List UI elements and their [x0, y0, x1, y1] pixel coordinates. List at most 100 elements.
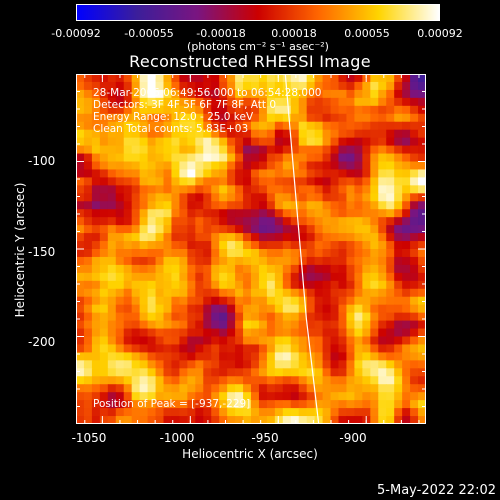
heatmap-cell	[195, 105, 204, 115]
heatmap-cell	[131, 288, 141, 298]
heatmap-cell	[99, 392, 109, 401]
heatmap-cell	[203, 352, 212, 361]
heatmap-cell	[394, 209, 403, 218]
heatmap-cell	[362, 256, 371, 266]
heatmap-cell	[107, 360, 117, 369]
heatmap-cell	[235, 368, 244, 377]
heatmap-cell	[91, 113, 101, 123]
heatmap-cell	[394, 129, 403, 139]
heatmap-cell	[139, 256, 149, 266]
heatmap-cell	[330, 312, 340, 322]
heatmap-cell	[163, 97, 173, 107]
heatmap-cell	[219, 280, 228, 290]
heatmap-cell	[386, 320, 395, 330]
heatmap-cell	[163, 217, 173, 226]
heatmap-cell	[219, 416, 228, 424]
heatmap-cell	[298, 121, 308, 131]
heatmap-cell	[330, 304, 340, 314]
heatmap-cell	[211, 249, 220, 258]
heatmap-cell	[298, 201, 308, 210]
heatmap-cell	[410, 384, 419, 393]
heatmap-cell	[115, 384, 125, 393]
heatmap-cell	[362, 272, 371, 282]
heatmap-cell	[378, 400, 387, 409]
heatmap-cell	[195, 336, 204, 346]
heatmap-cell	[115, 161, 125, 171]
heatmap-cell	[290, 416, 300, 424]
heatmap-cell	[282, 376, 292, 385]
heatmap-cell	[258, 272, 268, 282]
heatmap-cell	[338, 89, 348, 99]
heatmap-cell	[290, 296, 300, 306]
heatmap-cell	[338, 304, 348, 314]
heatmap-cell	[123, 328, 133, 338]
heatmap-cell	[354, 137, 363, 147]
heatmap-cell	[131, 169, 141, 178]
heatmap-cell	[227, 249, 236, 258]
heatmap-cell	[346, 360, 355, 369]
heatmap-cell	[362, 392, 371, 401]
heatmap-cell	[410, 105, 419, 115]
heatmap-cell	[410, 161, 419, 171]
heatmap-cell	[91, 193, 101, 202]
heatmap-cell	[346, 376, 355, 385]
heatmap-cell	[131, 360, 141, 369]
heatmap-cell	[123, 185, 133, 194]
heatmap-cell	[314, 249, 324, 258]
heatmap-cell	[115, 400, 125, 409]
heatmap-cell	[99, 312, 109, 322]
heatmap-cell	[410, 360, 419, 369]
heatmap-cell	[76, 217, 85, 226]
heatmap-cell	[139, 296, 149, 306]
x-axis-label: Heliocentric X (arcsec)	[182, 447, 318, 461]
heatmap-cell	[338, 249, 348, 258]
heatmap-cell	[163, 328, 173, 338]
heatmap-cell	[386, 400, 395, 409]
heatmap-cell	[107, 392, 117, 401]
heatmap-cell	[370, 209, 379, 218]
heatmap-cell	[235, 408, 244, 417]
heatmap-cell	[99, 153, 109, 163]
heatmap-cell	[243, 137, 252, 147]
heatmap-cell	[282, 105, 292, 115]
heatmap-cell	[99, 217, 109, 226]
heatmap-cell	[123, 225, 133, 234]
heatmap-cell	[76, 233, 85, 242]
heatmap-cell	[243, 105, 252, 115]
heatmap-cell	[211, 201, 220, 210]
heatmap-cell	[195, 121, 204, 131]
heatmap-cell	[99, 344, 109, 353]
heatmap-cell	[171, 81, 180, 91]
heatmap-cell	[131, 384, 141, 393]
heatmap-cell	[354, 153, 363, 163]
heatmap-cell	[83, 233, 93, 242]
heatmap-cell	[330, 113, 340, 123]
heatmap-cell	[115, 264, 125, 274]
heatmap-cell	[266, 217, 276, 226]
heatmap-cell	[187, 153, 196, 163]
heatmap-cell	[394, 368, 403, 377]
heatmap-cell	[314, 161, 324, 171]
heatmap-cell	[99, 249, 109, 258]
heatmap-cell	[370, 320, 379, 330]
heatmap-cell	[266, 153, 276, 163]
heatmap-cell	[91, 272, 101, 282]
heatmap-cell	[282, 336, 292, 346]
heatmap-cell	[394, 89, 403, 99]
heatmap-cell	[378, 209, 387, 218]
heatmap-cell	[179, 201, 188, 210]
heatmap-cell	[314, 225, 324, 234]
heatmap-cell	[211, 129, 220, 139]
heatmap-cell	[203, 121, 212, 131]
heatmap-cell	[394, 185, 403, 194]
heatmap-cell	[290, 105, 300, 115]
heatmap-cell	[147, 416, 157, 424]
heatmap-cell	[290, 74, 300, 83]
heatmap-cell	[266, 81, 276, 91]
heatmap-cell	[76, 129, 85, 139]
heatmap-cell	[115, 296, 125, 306]
heatmap-cell	[346, 105, 355, 115]
heatmap-cell	[410, 225, 419, 234]
heatmap-cell	[76, 368, 85, 377]
heatmap-cell	[354, 89, 363, 99]
